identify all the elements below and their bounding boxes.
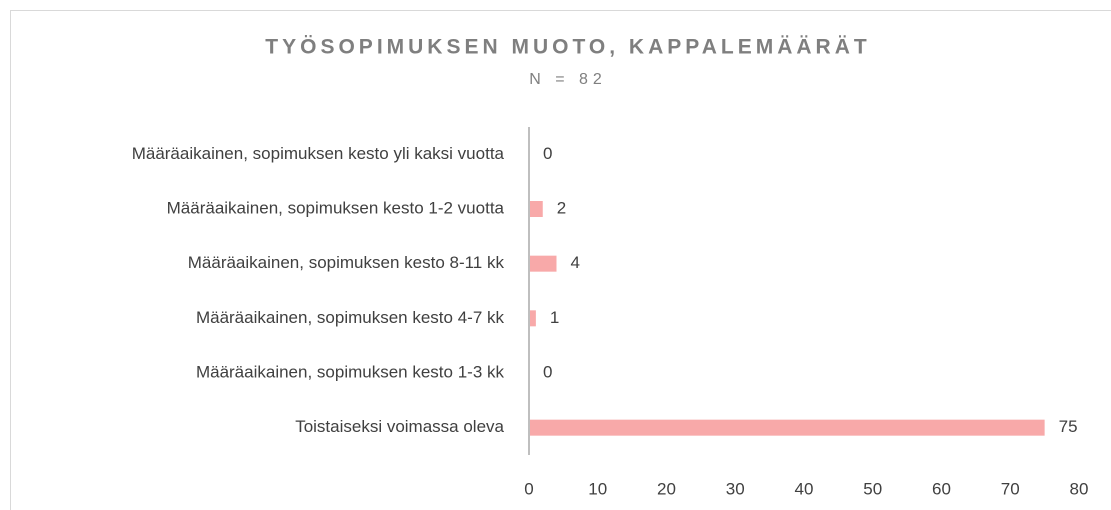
data-label: 1 — [550, 308, 559, 327]
y-tick-label: Määräaikainen, sopimuksen kesto 1-3 kk — [196, 362, 505, 381]
data-label: 0 — [543, 144, 552, 163]
x-tick-label: 30 — [726, 479, 745, 498]
y-tick-label: Toistaiseksi voimassa oleva — [295, 417, 504, 436]
x-tick-label: 0 — [524, 479, 533, 498]
x-tick-label: 50 — [863, 479, 882, 498]
y-tick-label: Määräaikainen, sopimuksen kesto 1-2 vuot… — [167, 198, 505, 217]
x-tick-label: 20 — [657, 479, 676, 498]
y-tick-label: Määräaikainen, sopimuksen kesto 4-7 kk — [196, 308, 505, 327]
data-label: 2 — [557, 198, 566, 217]
data-label: 4 — [571, 253, 580, 272]
bar — [529, 419, 1045, 436]
chart-title: TYÖSOPIMUKSEN MUOTO, KAPPALEMÄÄRÄT — [265, 36, 870, 59]
x-tick-label: 10 — [588, 479, 607, 498]
data-label: 75 — [1059, 417, 1078, 436]
chart-frame — [10, 10, 1111, 510]
bar — [529, 310, 536, 327]
chart-subtitle: N = 82 — [529, 71, 607, 88]
x-tick-label: 40 — [795, 479, 814, 498]
y-tick-label: Määräaikainen, sopimuksen kesto 8-11 kk — [188, 253, 505, 272]
bar — [529, 255, 557, 272]
bar — [529, 201, 543, 217]
x-tick-label: 80 — [1070, 479, 1089, 498]
y-tick-label: Määräaikainen, sopimuksen kesto yli kaks… — [132, 144, 505, 163]
data-label: 0 — [543, 362, 552, 381]
x-tick-label: 60 — [932, 479, 951, 498]
x-tick-label: 70 — [1001, 479, 1020, 498]
